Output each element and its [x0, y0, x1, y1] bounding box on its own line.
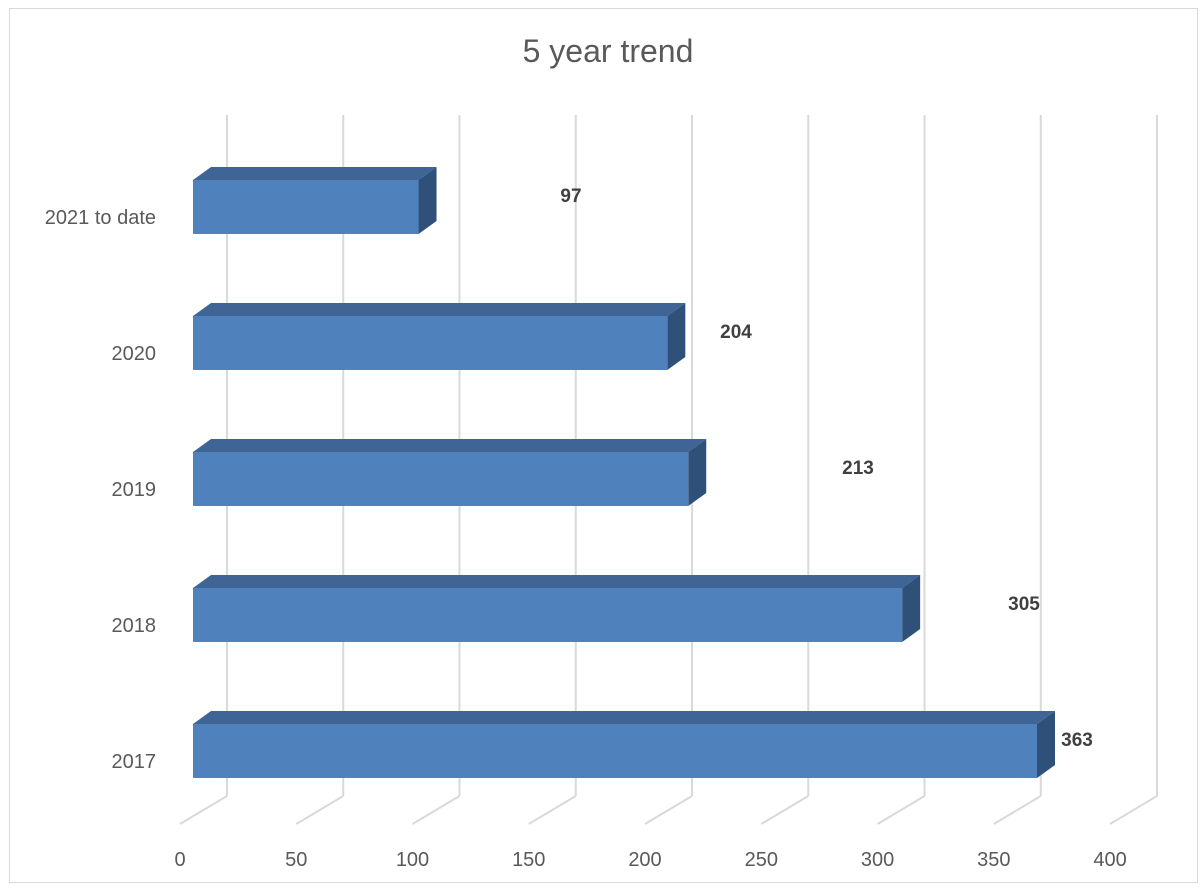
category-label: 2019 — [112, 479, 157, 501]
data-label: 213 — [842, 458, 874, 479]
data-label: 204 — [720, 322, 752, 343]
x-tick-label: 50 — [285, 849, 307, 871]
bar-top-face — [193, 303, 686, 316]
data-label: 305 — [1008, 594, 1040, 615]
x-tick-label: 150 — [512, 849, 545, 871]
bar-top-face — [193, 575, 921, 588]
data-labels: 363 305 213 204 97 — [560, 186, 1092, 751]
bars — [193, 167, 1055, 778]
bar-side-face — [688, 439, 707, 506]
bar — [193, 588, 903, 642]
floor-gridline — [1109, 795, 1158, 825]
floor-gridline — [295, 795, 344, 825]
x-axis-ticks: 0 50 100 150 200 250 300 350 400 — [174, 849, 1126, 871]
floor-gridline — [760, 795, 809, 825]
category-label: 2018 — [112, 615, 157, 637]
bar-top-face — [193, 167, 437, 180]
x-tick-label: 100 — [396, 849, 429, 871]
bar-top-face — [193, 439, 707, 452]
bar — [193, 724, 1037, 778]
floor-gridline — [528, 795, 577, 825]
bar-side-face — [902, 575, 921, 642]
category-label: 2021 to date — [45, 207, 156, 229]
floor-gridline — [411, 795, 461, 825]
floor-gridline — [644, 795, 693, 825]
x-tick-label: 0 — [174, 849, 185, 871]
y-axis-categories: 2017 2018 2019 2020 2021 to date — [45, 207, 156, 773]
bar — [193, 180, 419, 234]
bar-side-face — [1037, 711, 1055, 778]
bar-top-face — [193, 711, 1055, 724]
bar — [193, 316, 668, 370]
category-label: 2020 — [112, 343, 157, 365]
x-tick-label: 250 — [745, 849, 778, 871]
x-tick-label: 200 — [628, 849, 661, 871]
floor-gridline — [993, 795, 1042, 825]
floor-gridline — [179, 795, 228, 825]
x-tick-label: 400 — [1093, 849, 1126, 871]
chart-title: 5 year trend — [523, 33, 694, 69]
data-label: 363 — [1061, 730, 1093, 751]
bar-side-face — [418, 167, 437, 234]
category-label: 2017 — [112, 751, 157, 773]
data-label: 97 — [560, 186, 581, 207]
floor-gridline — [877, 795, 926, 825]
x-tick-label: 300 — [861, 849, 894, 871]
bar — [193, 452, 689, 506]
bar-side-face — [667, 303, 686, 370]
x-tick-label: 350 — [977, 849, 1010, 871]
